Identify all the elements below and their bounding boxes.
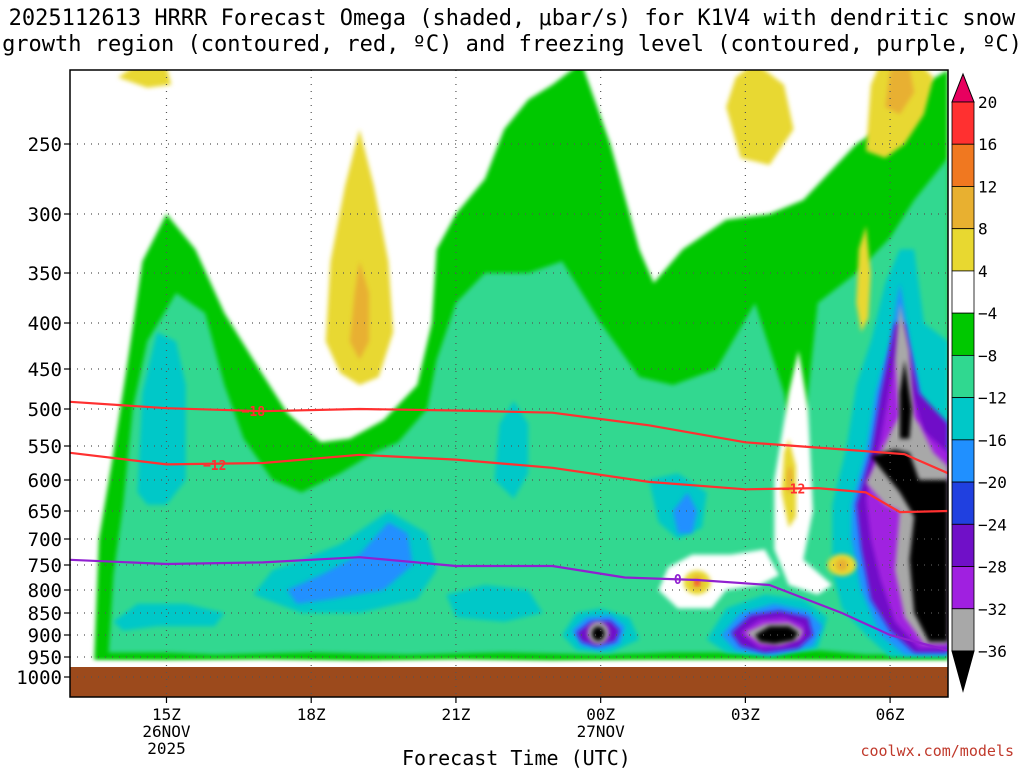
omega-region-teal — [108, 158, 948, 655]
colorbar-swatch — [951, 354, 975, 399]
colorbar-label: −28 — [978, 558, 1007, 577]
chart-title: 2025112613 HRRR Forecast Omega (shaded, … — [0, 6, 1024, 58]
omega-region-black-06z-col — [899, 359, 912, 439]
x-tick-label: 21Z — [441, 705, 470, 724]
omega-region-black-03z — [755, 626, 799, 644]
contour-label: 0 — [674, 573, 682, 588]
colorbar-swatch — [951, 228, 975, 272]
colorbar-label: −12 — [978, 389, 1007, 408]
y-tick-label: 550 — [28, 436, 62, 458]
contour-line — [70, 451, 948, 514]
contour-line — [70, 556, 948, 652]
colorbar-label: 8 — [978, 220, 988, 239]
y-tick-label: 850 — [28, 603, 62, 625]
omega-region-cyan-13z — [113, 603, 225, 631]
colorbar-swatch — [951, 186, 975, 230]
colorbar-bottom-arrow — [951, 650, 975, 693]
colorbar-swatch — [951, 523, 975, 567]
y-tick-label: 600 — [28, 470, 62, 492]
colorbar-swatch — [951, 481, 975, 525]
colorbar-swatch — [951, 608, 975, 652]
title-line-1: 2025112613 HRRR Forecast Omega (shaded, … — [8, 6, 1016, 31]
plot-frame — [69, 69, 949, 698]
omega-region-blue-015z — [673, 492, 698, 534]
y-tick-label: 750 — [28, 555, 62, 577]
y-tick-label: 1000 — [16, 667, 62, 689]
colorbar-label: −16 — [978, 431, 1007, 450]
omega-region-gold-05z — [836, 559, 848, 571]
contour-lines: −18 −12 −12 0 — [70, 400, 948, 652]
x-tick-sublabel: 27NOV — [577, 722, 626, 741]
colorbar-swatch — [951, 312, 975, 356]
y-tick-label: 950 — [28, 647, 62, 669]
contour-label: −12 — [782, 483, 805, 498]
contour-label: −18 — [242, 405, 266, 420]
omega-region-black-06z — [870, 449, 948, 642]
colorbar-top-arrow — [951, 72, 975, 103]
colorbar-label: −36 — [978, 642, 1007, 661]
x-tick-label: 15Z — [152, 705, 181, 724]
colorbar-label: 4 — [978, 262, 988, 281]
omega-region-gold-19z — [349, 261, 370, 360]
colorbar-swatch — [951, 270, 975, 314]
colorbar-label: −4 — [978, 304, 997, 323]
contour-label: −12 — [203, 459, 226, 474]
contour-line — [70, 400, 948, 475]
omega-region-white-0330z — [774, 350, 833, 595]
colorbar-label: −20 — [978, 473, 1007, 492]
x-axis-title: Forecast Time (UTC) — [402, 746, 631, 770]
terrain-bar — [70, 667, 948, 697]
y-tick-label: 900 — [28, 625, 62, 647]
y-tick-label: 450 — [28, 359, 62, 381]
colorbar-label: 20 — [978, 93, 997, 112]
y-tick-label: 300 — [28, 204, 62, 226]
omega-shading — [70, 70, 948, 697]
omega-region-yellow-05z-col — [856, 225, 871, 333]
x-tick-label: 18Z — [297, 705, 326, 724]
colorbar-label: −32 — [978, 600, 1007, 619]
colorbar-label: −24 — [978, 515, 1007, 534]
x-tick-label: 06Z — [876, 705, 905, 724]
omega-region-yellow-top — [118, 70, 172, 88]
y-tick-label: 350 — [28, 263, 62, 285]
colorbar-swatch — [951, 397, 975, 441]
y-tick-label: 400 — [28, 313, 62, 335]
omega-region-gold-06z — [885, 70, 915, 115]
x-tick-sublabel: 2025 — [147, 739, 186, 758]
x-tick-sublabel: 26NOV — [142, 722, 191, 741]
y-tick-label: 800 — [28, 580, 62, 602]
omega-region-gold-0330z — [786, 466, 793, 494]
x-tick-label: 03Z — [731, 705, 760, 724]
y-tick-label: 500 — [28, 399, 62, 421]
colorbar-swatch — [951, 101, 975, 145]
colorbar-label: 12 — [978, 177, 997, 196]
omega-region-black-00z — [591, 626, 605, 641]
colorbar-swatch — [951, 566, 975, 610]
axes: 2503003504004505005506006507007508008509… — [16, 69, 949, 758]
omega-region-yellow-19z — [325, 129, 394, 385]
omega-region-cyan-21z — [494, 401, 529, 499]
title-line-2: growth region (contoured, red, ºC) and f… — [2, 32, 1022, 57]
colorbar-swatch — [951, 439, 975, 483]
omega-region-white-02z — [658, 549, 780, 609]
y-tick-label: 250 — [28, 134, 62, 156]
colorbar-swatch — [951, 143, 975, 187]
omega-region-yellow-04z — [726, 70, 794, 165]
y-tick-label: 700 — [28, 529, 62, 551]
site-credit: coolwx.com/models — [860, 742, 1014, 760]
y-tick-label: 650 — [28, 501, 62, 523]
x-tick-label: 00Z — [586, 705, 615, 724]
colorbar-label: 16 — [978, 135, 997, 154]
colorbar-label: −8 — [978, 346, 997, 365]
omega-region-blue-19z — [287, 522, 413, 604]
colorbar: 20 16 12 8 4 −4 −8 −12 −16 −20 −24 −28 −32 −36 — [951, 72, 1007, 693]
